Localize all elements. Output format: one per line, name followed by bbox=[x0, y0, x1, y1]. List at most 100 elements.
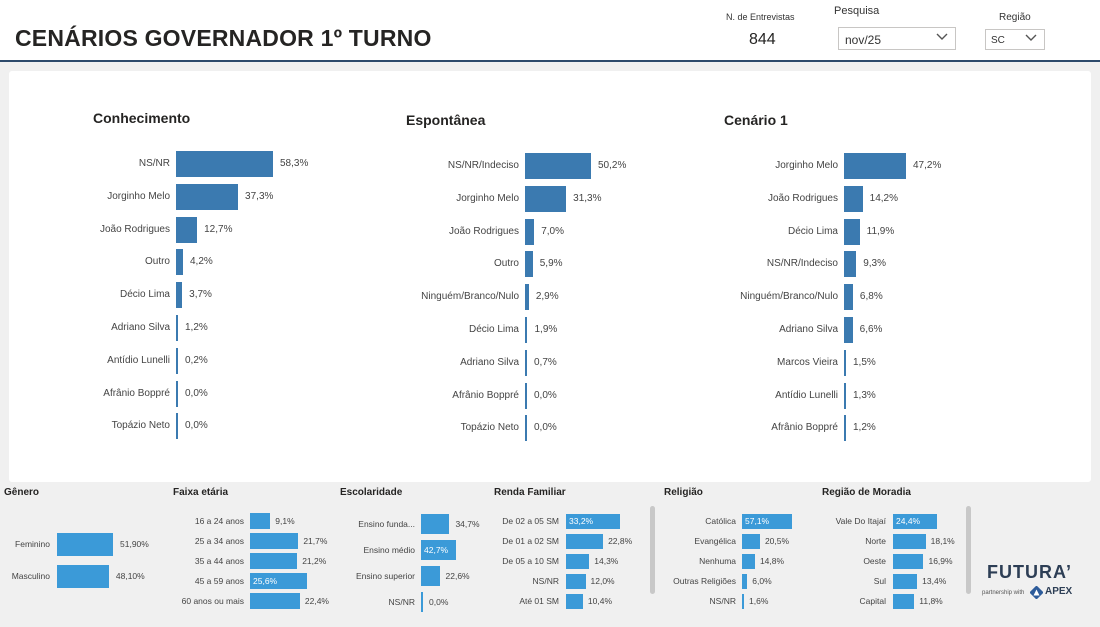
regiao-selected-value: SC bbox=[991, 35, 1005, 46]
conhecimento-title: Conhecimento bbox=[93, 110, 191, 126]
espontanea-bar bbox=[525, 317, 528, 343]
espontanea-category-label: NS/NR/Indeciso bbox=[447, 160, 519, 171]
faixa-category-label: 25 a 34 anos bbox=[194, 535, 244, 546]
moradia-value-label: 11,8% bbox=[919, 596, 943, 607]
cenario1-value-label: 9,3% bbox=[863, 258, 886, 270]
cenario1-bar bbox=[844, 284, 853, 311]
moradia-category-label: Sul bbox=[873, 576, 886, 587]
conhecimento-bar bbox=[176, 183, 239, 210]
espontanea-bar bbox=[525, 185, 567, 212]
conhecimento-bar bbox=[176, 249, 183, 276]
moradia-category-label: Norte bbox=[865, 536, 886, 547]
cenario1-value-label: 14,2% bbox=[869, 192, 898, 204]
pesquisa-dropdown[interactable]: nov/25 bbox=[838, 27, 956, 50]
espontanea-value-label: 0,0% bbox=[534, 389, 557, 401]
espontanea-value-label: 0,7% bbox=[534, 356, 557, 368]
escolaridade-category-label: Ensino superior bbox=[355, 570, 415, 581]
cenario1-value-label: 11,9% bbox=[866, 225, 895, 237]
religiao-value-label: 6,0% bbox=[752, 576, 772, 587]
religiao-category-label: NS/NR bbox=[709, 596, 736, 607]
conhecimento-bar bbox=[176, 413, 178, 440]
moradia-category-label: Oeste bbox=[863, 556, 886, 567]
escolaridade-bar bbox=[421, 540, 456, 560]
conhecimento-category-label: João Rodrigues bbox=[99, 223, 170, 235]
conhecimento-value-label: 1,2% bbox=[185, 322, 208, 333]
espontanea-category-label: Topázio Neto bbox=[460, 422, 519, 434]
cenario1-value-label: 6,8% bbox=[859, 291, 883, 303]
espontanea-category-label: Jorginho Melo bbox=[456, 192, 519, 204]
faixa-value-label: 21,7% bbox=[303, 535, 328, 546]
cenario1-category-label: João Rodrigues bbox=[767, 192, 838, 204]
conhecimento-bar bbox=[176, 347, 178, 374]
conhecimento-bar bbox=[176, 282, 183, 309]
genero-title: Gênero bbox=[4, 487, 40, 498]
religiao-scrollbar[interactable] bbox=[966, 506, 971, 594]
pesquisa-selected-value: nov/25 bbox=[845, 33, 882, 47]
renda-category-label: De 05 a 10 SM bbox=[502, 556, 559, 567]
espontanea-category-label: Adriano Silva bbox=[460, 356, 519, 368]
escolaridade-value-label: 22,6% bbox=[445, 570, 470, 581]
conhecimento-category-label: Jorginho Melo bbox=[107, 190, 170, 202]
espontanea-bar bbox=[525, 218, 535, 245]
cenario1-bar bbox=[844, 382, 846, 409]
conhecimento-category-label: Afrânio Boppré bbox=[103, 387, 170, 399]
conhecimento-value-label: 4,2% bbox=[189, 256, 213, 268]
espontanea-bar bbox=[525, 415, 527, 442]
faixa-category-label: 16 a 24 anos bbox=[194, 515, 244, 526]
conhecimento-value-label: 58,3% bbox=[280, 158, 309, 169]
faixa-bar bbox=[250, 513, 271, 529]
moradia-value-label: 24,4% bbox=[896, 516, 921, 527]
partnership-text: partnership with bbox=[982, 590, 1025, 596]
faixa-bar bbox=[250, 533, 299, 549]
religiao-value-label: 20,5% bbox=[764, 536, 790, 547]
chevron-down-icon bbox=[1025, 34, 1037, 41]
conhecimento-value-label: 12,7% bbox=[204, 223, 233, 235]
escolaridade-value-label: 0,0% bbox=[429, 596, 449, 607]
faixa-value-label: 22,4% bbox=[304, 595, 329, 606]
religiao-category-label: Evangélica bbox=[694, 536, 736, 547]
regiao-dropdown[interactable]: SC bbox=[985, 29, 1045, 50]
pesquisa-label: Pesquisa bbox=[834, 5, 880, 17]
faixa-bar bbox=[250, 553, 298, 569]
conhecimento-value-label: 0,0% bbox=[185, 420, 208, 432]
escolaridade-value-label: 34,7% bbox=[455, 518, 480, 529]
religiao-bar bbox=[742, 574, 748, 589]
renda-bar bbox=[566, 594, 583, 609]
conhecimento-category-label: Topázio Neto bbox=[111, 420, 170, 432]
moradia-category-label: Vale Do Itajaí bbox=[835, 516, 886, 527]
cenario1-category-label: Marcos Vieira bbox=[777, 356, 838, 368]
genero-bar bbox=[57, 565, 109, 588]
cenario1-value-label: 47,2% bbox=[913, 160, 942, 171]
religiao-value-label: 57,1% bbox=[745, 516, 770, 527]
renda-value-label: 10,4% bbox=[587, 596, 613, 607]
renda-bar bbox=[566, 534, 604, 549]
faixa-category-label: 60 anos ou mais bbox=[181, 595, 244, 606]
cenario1-category-label: Antídio Lunelli bbox=[775, 389, 838, 401]
interviews-count: 844 bbox=[749, 31, 776, 48]
interviews-label: N. de Entrevistas bbox=[726, 12, 795, 22]
conhecimento-bar bbox=[176, 315, 178, 341]
faixa-bar bbox=[250, 573, 307, 589]
espontanea-category-label: João Rodrigues bbox=[448, 225, 519, 237]
faixa-title: Faixa etária bbox=[173, 487, 229, 498]
escolaridade-category-label: Ensino funda... bbox=[358, 518, 415, 529]
cenario1-category-label: Décio Lima bbox=[787, 225, 838, 237]
escolaridade-category-label: Ensino médio bbox=[363, 544, 415, 555]
main-charts-card bbox=[9, 71, 1091, 482]
moradia-category-label: Capital bbox=[859, 596, 886, 607]
renda-value-label: 12,0% bbox=[590, 576, 615, 587]
espontanea-title: Espontânea bbox=[406, 112, 486, 128]
renda-category-label: Até 01 SM bbox=[519, 596, 559, 607]
espontanea-bar bbox=[525, 284, 529, 311]
header-bar: CENÁRIOS GOVERNADOR 1º TURNO N. de Entre… bbox=[0, 0, 1100, 62]
cenario1-title: Cenário 1 bbox=[724, 112, 788, 128]
renda-scrollbar[interactable] bbox=[650, 506, 655, 594]
faixa-value-label: 9,1% bbox=[275, 515, 295, 526]
renda-bar bbox=[566, 514, 620, 529]
chevron-down-icon bbox=[936, 33, 948, 40]
conhecimento-bar bbox=[176, 380, 178, 407]
genero-bar bbox=[57, 533, 113, 556]
cenario1-bar bbox=[844, 349, 846, 376]
religiao-category-label: Nenhuma bbox=[699, 556, 736, 567]
moradia-value-label: 18,1% bbox=[930, 536, 955, 547]
